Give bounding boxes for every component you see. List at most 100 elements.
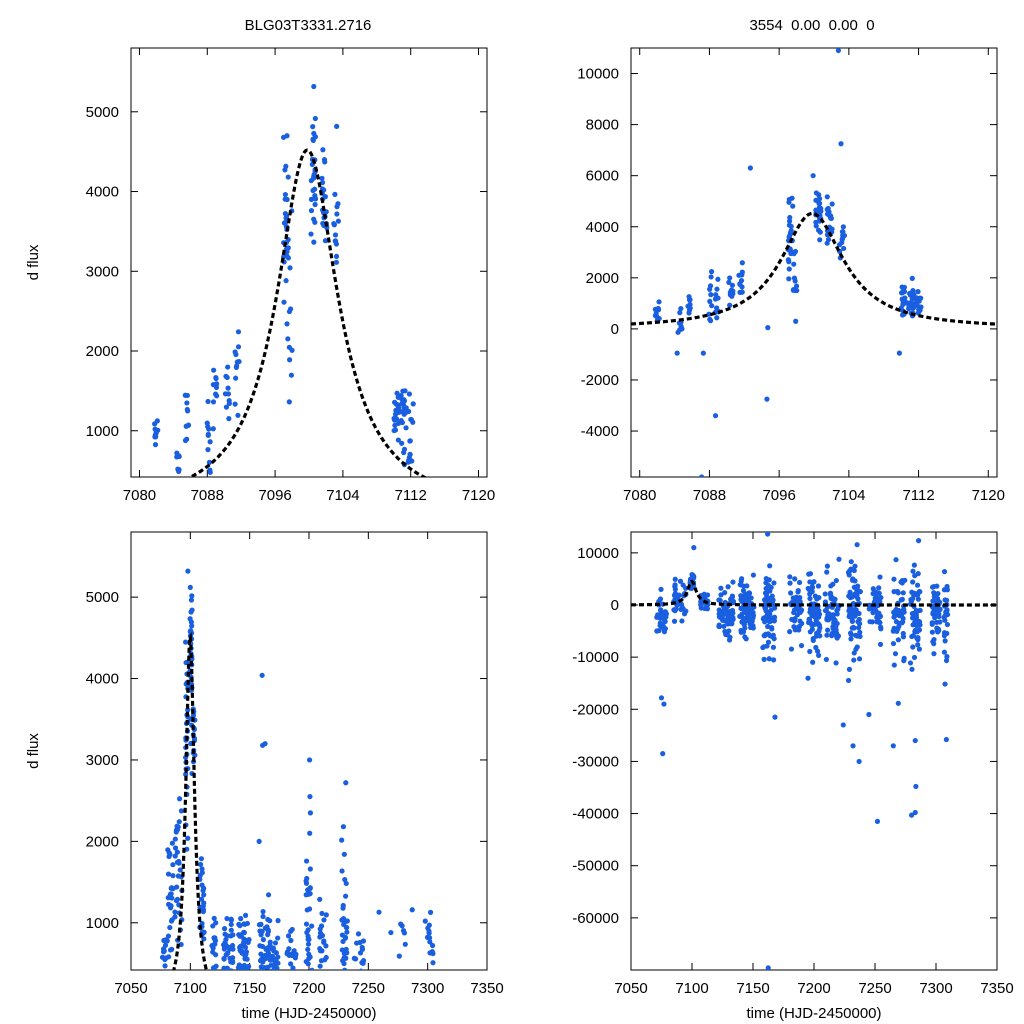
data-point [706,311,712,317]
data-point [176,819,182,825]
y-tick-label: 1000 [86,915,119,932]
x-tick-label: 7104 [832,487,865,504]
data-point [911,590,918,596]
data-point [725,584,731,590]
data-point [834,635,840,641]
data-point [829,631,835,637]
data-point [874,614,880,621]
data-point [702,605,708,612]
data-point [399,396,405,402]
data-point [166,853,172,860]
data-point [891,576,897,582]
data-point [285,174,291,180]
data-point [786,218,793,224]
data-point [402,388,408,394]
data-point [704,592,711,598]
data-point [656,628,662,634]
data-point [896,623,902,629]
data-point [835,48,841,54]
data-point [915,289,921,295]
data-point [739,619,745,625]
data-point [153,432,159,438]
data-point [209,943,215,949]
data-point [284,949,291,955]
y-axis-label: d flux [25,244,42,280]
data-point [187,584,193,591]
data-point [716,597,722,603]
data-point [207,439,213,445]
data-point [205,398,211,405]
data-point [232,401,238,407]
data-point [228,927,234,933]
data-point [288,306,294,312]
data-point [658,695,665,701]
data-point [210,426,216,432]
data-point [292,953,299,959]
data-point [943,736,949,743]
data-point [308,208,315,214]
data-point [742,608,748,614]
data-point [307,830,313,836]
data-point [272,966,278,970]
data-point [750,572,757,578]
y-tick-label: 3000 [86,263,119,280]
data-point [707,298,713,305]
data-point [236,358,242,365]
data-point [396,953,402,959]
data-point [259,928,265,935]
x-tick-label: 7050 [614,980,647,997]
data-point [771,580,777,586]
data-point [333,241,340,247]
data-point [323,912,329,918]
data-point [721,623,727,629]
data-point [942,597,948,603]
y-tick-label: 10000 [577,545,619,562]
data-point [685,303,691,309]
data-point [838,141,844,147]
data-point [221,956,227,962]
x-tick-label: 7096 [258,487,291,504]
data-point [288,937,294,944]
y-tick-label: 5000 [86,589,119,606]
data-point [767,563,773,569]
data-point [745,591,751,597]
data-point [305,887,311,893]
data-point [787,574,793,580]
data-point [937,606,943,612]
data-point [223,404,230,410]
data-point [288,372,295,378]
data-point [426,922,432,928]
data-point [686,310,692,316]
data-point [662,626,668,632]
data-point [917,607,923,613]
plot-frame [130,47,488,478]
data-point [899,312,906,318]
data-point [847,609,853,615]
data-point [309,923,315,929]
data-point [772,714,778,720]
data-point [290,965,296,970]
data-point [393,416,400,422]
data-point [258,964,264,970]
data-point [360,938,367,944]
data-point [312,134,319,140]
data-point [207,469,213,475]
data-point [943,609,949,616]
data-point [427,935,433,941]
data-point [726,628,732,634]
data-point [824,563,831,569]
data-point [854,588,860,594]
data-point [401,449,407,456]
data-point [898,307,905,313]
data-point [259,943,266,950]
data-point [907,660,914,666]
data-point [944,621,951,628]
data-point [853,632,859,638]
data-point [786,266,792,272]
data-point [344,929,350,935]
data-point [426,928,432,934]
data-point [729,621,735,627]
data-point [791,251,797,257]
data-point [932,596,938,602]
data-point [916,646,922,652]
